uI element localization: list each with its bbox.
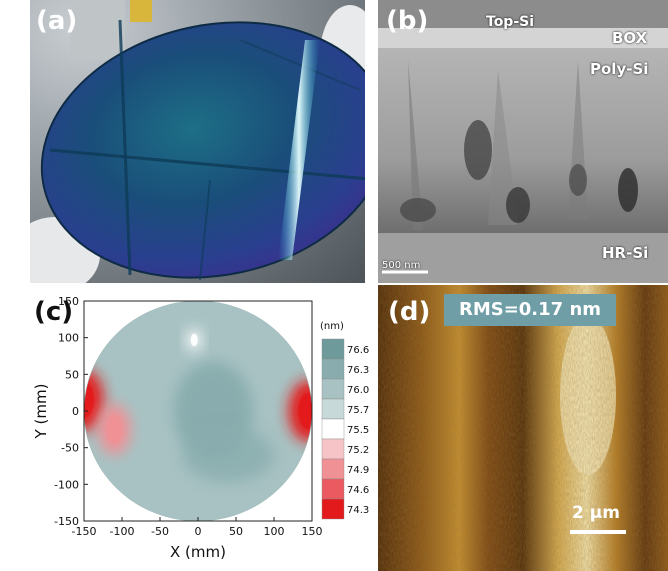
colorbar-unit: (nm)	[320, 321, 344, 332]
machine-cabinet	[70, 0, 125, 60]
y-axis-title: Y (mm)	[32, 384, 50, 440]
colorbar-level-8: 74.3	[347, 505, 369, 516]
x-axis-title: X (mm)	[170, 543, 226, 561]
colorbar-level-5: 75.2	[347, 445, 369, 456]
colorbar-swatch-7	[321, 478, 345, 500]
box-layer	[378, 28, 668, 48]
colorbar-swatch-6	[321, 458, 345, 480]
colorbar-swatch-0	[321, 338, 345, 360]
y-tick-label-0: 150	[58, 295, 79, 308]
colorbar-level-2: 76.0	[347, 385, 369, 396]
panel-a-wafer-photo: (a)	[30, 0, 365, 283]
label-top-si: Top-Si	[486, 14, 535, 30]
panel-c-thickness-map: -150 -100 -50 0 50 100 150 150 100 50 0 -50 -100 -150…	[0, 285, 375, 571]
thickness-map-chart: -150 -100 -50 0 50 100 150 150 100 50 0 -50 -100 -150…	[32, 295, 369, 561]
panel-label-a: (a)	[36, 6, 78, 36]
x-tick-label-2: -50	[151, 525, 169, 538]
colorbar-level-4: 75.5	[347, 425, 369, 436]
thickness-feature-core-3	[190, 333, 198, 347]
label-hr-si: HR-Si	[602, 244, 649, 262]
panel-label-d: (d)	[388, 297, 431, 327]
rms-value-badge: RMS=0.17 nm	[444, 294, 616, 326]
x-tick-label-5: 100	[264, 525, 285, 538]
thickness-feature-0	[84, 369, 104, 431]
y-tick-label-1: 100	[58, 332, 79, 345]
afm-image-illustration	[378, 285, 668, 571]
thickness-feature-core-0	[84, 382, 94, 418]
colorbar-level-3: 75.7	[347, 405, 369, 416]
panel-b-tem-cross-section: (b) Top-Si BOX Poly-Si HR-Si 500 nm	[378, 0, 668, 283]
colorbar-level-6: 74.9	[347, 465, 369, 476]
colorbar-swatch-4	[321, 418, 345, 440]
y-tick-label-4: -50	[61, 442, 79, 455]
colorbar-swatch-5	[321, 438, 345, 460]
colorbar-swatch-2	[321, 378, 345, 400]
y-tick-label-3: 0	[72, 405, 79, 418]
x-tick-label-1: -100	[110, 525, 135, 538]
colorbar-level-0: 76.6	[347, 345, 369, 356]
panel-d-afm-image: (d) RMS=0.17 nm 2 μm	[378, 285, 668, 571]
label-poly-si: Poly-Si	[590, 60, 649, 78]
colorbar-swatch-1	[321, 358, 345, 380]
label-box: BOX	[612, 29, 648, 47]
y-tick-label-2: 50	[65, 368, 79, 381]
wafer-map-area	[84, 301, 312, 521]
colorbar-level-1: 76.3	[347, 365, 369, 376]
afm-scale-bar-label: 2 μm	[572, 503, 620, 523]
x-tick-label-6: 150	[302, 525, 323, 538]
colorbar-level-7: 74.6	[347, 485, 369, 496]
y-tick-label-5: -100	[54, 478, 79, 491]
tem-scale-bar-label: 500 nm	[382, 260, 421, 271]
x-tick-label-3: 0	[195, 525, 202, 538]
x-tick-label-4: 50	[229, 525, 243, 538]
panel-label-b: (b)	[386, 6, 429, 36]
tem-image-illustration	[378, 0, 668, 283]
light-reflection	[278, 40, 320, 260]
top-si-layer	[378, 0, 668, 28]
colorbar-swatch-8	[321, 498, 345, 520]
colorbar-swatch-3	[321, 398, 345, 420]
wafer-thick-lower	[182, 427, 274, 483]
panel-label-c: (c)	[34, 297, 74, 327]
x-tick-label-0: -150	[72, 525, 97, 538]
hr-si-layer	[378, 233, 668, 283]
warning-sign	[130, 0, 152, 22]
thickness-feature-core-2	[298, 393, 312, 429]
wafer-photo-illustration	[30, 0, 365, 283]
y-tick-label-6: -150	[54, 515, 79, 528]
thickness-feature-core-1	[106, 414, 123, 444]
